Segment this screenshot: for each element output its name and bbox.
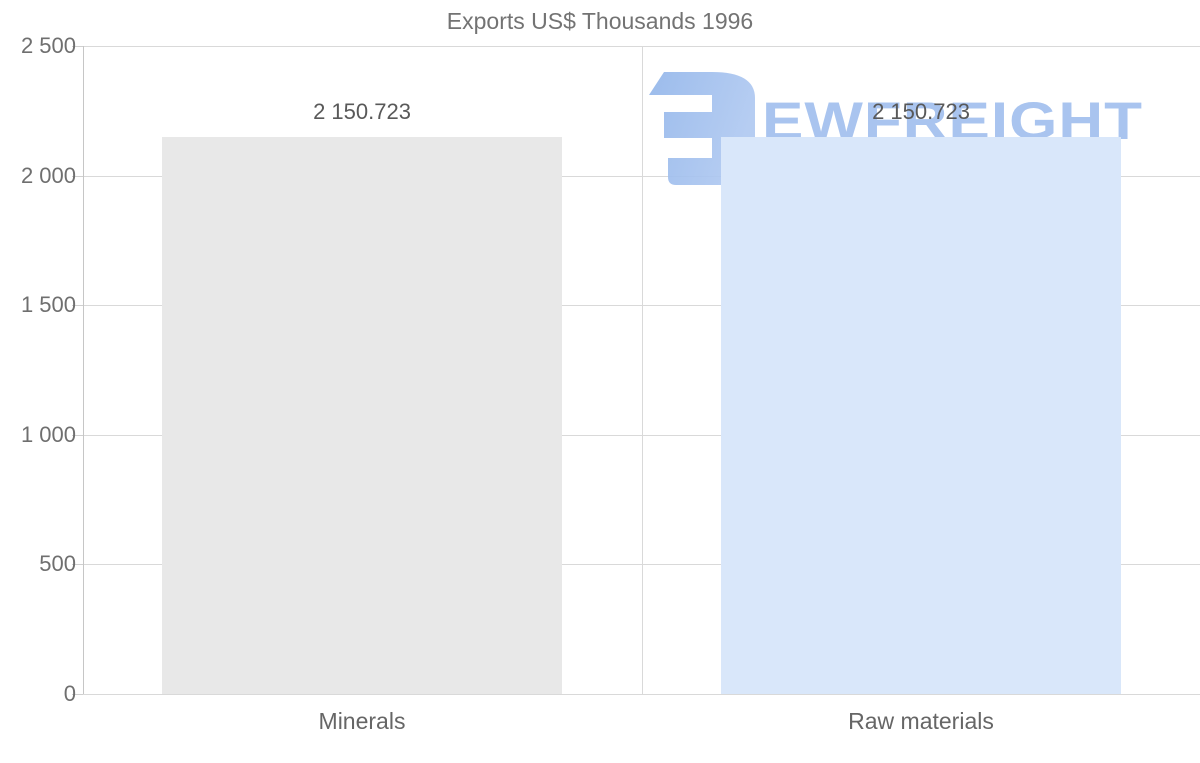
y-gridline: [83, 46, 1200, 47]
y-tick-label: 2 000: [20, 163, 76, 188]
y-axis-tick: [72, 435, 83, 436]
y-tick-label: 1 000: [20, 422, 76, 447]
y-tick-label: 1 500: [20, 292, 76, 317]
x-category-label: Minerals: [318, 708, 406, 734]
y-axis-tick: [72, 564, 83, 565]
y-axis-line: [83, 46, 84, 694]
bar-value-label: 2 150.723: [313, 99, 411, 124]
bar-minerals: [162, 137, 562, 694]
category-divider-gridline: [642, 46, 643, 694]
y-tick-label: 2 500: [20, 33, 76, 58]
y-axis-tick: [72, 46, 83, 47]
x-category-label: Raw materials: [848, 708, 994, 734]
y-axis-tick: [72, 305, 83, 306]
y-gridline: [83, 305, 1200, 306]
y-gridline: [83, 564, 1200, 565]
chart-title: Exports US$ Thousands 1996: [446, 8, 754, 34]
bar-raw-materials: [721, 137, 1121, 694]
y-gridline: [83, 435, 1200, 436]
y-tick-label: 500: [39, 551, 76, 576]
y-gridline: [83, 176, 1200, 177]
y-axis-tick: [72, 176, 83, 177]
y-axis-tick: [72, 694, 83, 695]
y-gridline: [83, 694, 1200, 695]
y-tick-label: 0: [63, 681, 76, 706]
bar-value-label: 2 150.723: [872, 99, 970, 124]
